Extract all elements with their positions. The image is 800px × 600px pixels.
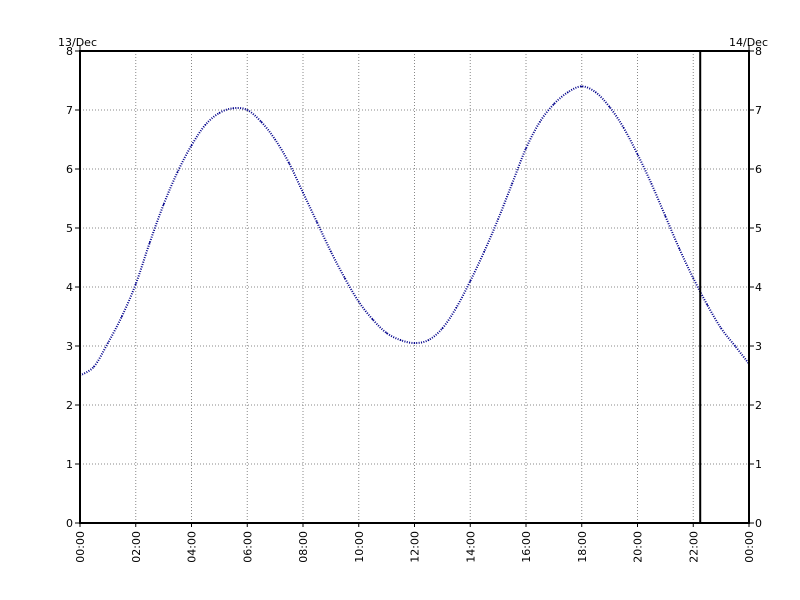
tide-point: [385, 332, 388, 334]
x-tick-label: 14:00: [464, 531, 477, 563]
tide-point: [553, 103, 555, 105]
tide-point: [134, 283, 137, 285]
tide-point: [204, 123, 207, 126]
y-tick-label-left: 2: [66, 399, 73, 412]
y-tick-label-left: 1: [66, 458, 73, 471]
tide-point: [469, 280, 472, 282]
date-label-right: 14/Dec: [729, 36, 768, 49]
tide-point: [302, 191, 304, 194]
tide-point: [344, 277, 346, 279]
tide-point: [622, 126, 625, 129]
y-tick-label-right: 1: [755, 458, 762, 471]
tide-point: [330, 250, 332, 253]
y-tick-label-left: 8: [66, 45, 73, 58]
tide-point: [650, 182, 653, 185]
tide-point: [190, 144, 193, 147]
tide-point: [246, 109, 249, 111]
tide-point: [594, 91, 597, 94]
x-tick-label: 00:00: [743, 531, 756, 563]
y-tick-label-right: 6: [755, 163, 762, 176]
tide-point: [288, 162, 290, 164]
tide-point: [525, 147, 527, 150]
x-tick-label: 08:00: [297, 531, 310, 563]
tide-point: [316, 221, 318, 223]
tide-point: [567, 91, 569, 94]
labels-layer: 0 0 1 1 2 2 3 3 4 4 5 5 6 6 7 7 8 8 00:00 02:00 04:00 06:00 08…: [66, 45, 762, 563]
y-tick-label-left: 0: [66, 517, 73, 530]
y-tick-label-right: 4: [755, 281, 762, 294]
tide-point: [678, 247, 681, 250]
y-tick-label-left: 4: [66, 281, 73, 294]
y-tick-label-right: 7: [755, 104, 762, 117]
y-tick-label-right: 5: [755, 222, 762, 235]
x-tick-label: 16:00: [520, 531, 533, 563]
y-tick-label-right: 8: [755, 45, 762, 58]
ticks-layer: [75, 45, 754, 527]
tide-point: [274, 138, 276, 141]
y-tick-label-left: 7: [66, 104, 73, 117]
x-tick-label: 12:00: [409, 531, 422, 563]
tide-point: [692, 277, 695, 279]
tide-point: [483, 250, 485, 253]
tide-point: [413, 342, 416, 344]
y-tick-label-left: 3: [66, 340, 73, 353]
x-tick-label: 02:00: [130, 531, 143, 563]
tide-point: [232, 107, 235, 110]
tide-point: [357, 300, 360, 303]
x-tick-label: 06:00: [241, 531, 254, 563]
tide-point: [608, 106, 611, 108]
tide-point: [107, 342, 109, 344]
tide-point: [176, 171, 179, 173]
tide-point: [636, 153, 639, 156]
y-tick-label-right: 2: [755, 399, 762, 412]
tide-point: [455, 306, 458, 309]
x-tick-label: 20:00: [632, 531, 645, 563]
tide-point: [720, 327, 722, 330]
tide-point: [706, 303, 708, 306]
tide-point: [539, 121, 541, 123]
tide-point: [399, 339, 402, 341]
tide-point: [260, 121, 262, 123]
grid-layer: [80, 51, 749, 523]
x-tick-label: 00:00: [74, 531, 87, 563]
tide-point: [121, 315, 123, 318]
x-tick-label: 04:00: [186, 531, 199, 563]
tide-point: [162, 203, 165, 206]
tide-point: [93, 365, 95, 368]
y-tick-label-right: 3: [755, 340, 762, 353]
tide-point: [511, 182, 513, 185]
tide-point: [664, 215, 667, 217]
tide-point: [441, 327, 444, 330]
y-tick-label-left: 5: [66, 222, 73, 235]
x-tick-label: 10:00: [353, 531, 366, 563]
tide-point: [218, 112, 221, 114]
tide-point: [734, 345, 736, 347]
y-tick-label-left: 6: [66, 163, 73, 176]
y-tick-label-right: 0: [755, 517, 762, 530]
tide-point: [148, 241, 151, 244]
x-tick-label: 22:00: [687, 531, 700, 563]
tide-point: [371, 318, 374, 321]
plot-frame: [79, 50, 750, 524]
tide-point: [580, 85, 583, 88]
tide-point: [427, 339, 430, 341]
tide-point: [497, 218, 499, 220]
x-tick-label: 18:00: [576, 531, 589, 563]
date-label-left: 13/Dec: [58, 36, 97, 49]
